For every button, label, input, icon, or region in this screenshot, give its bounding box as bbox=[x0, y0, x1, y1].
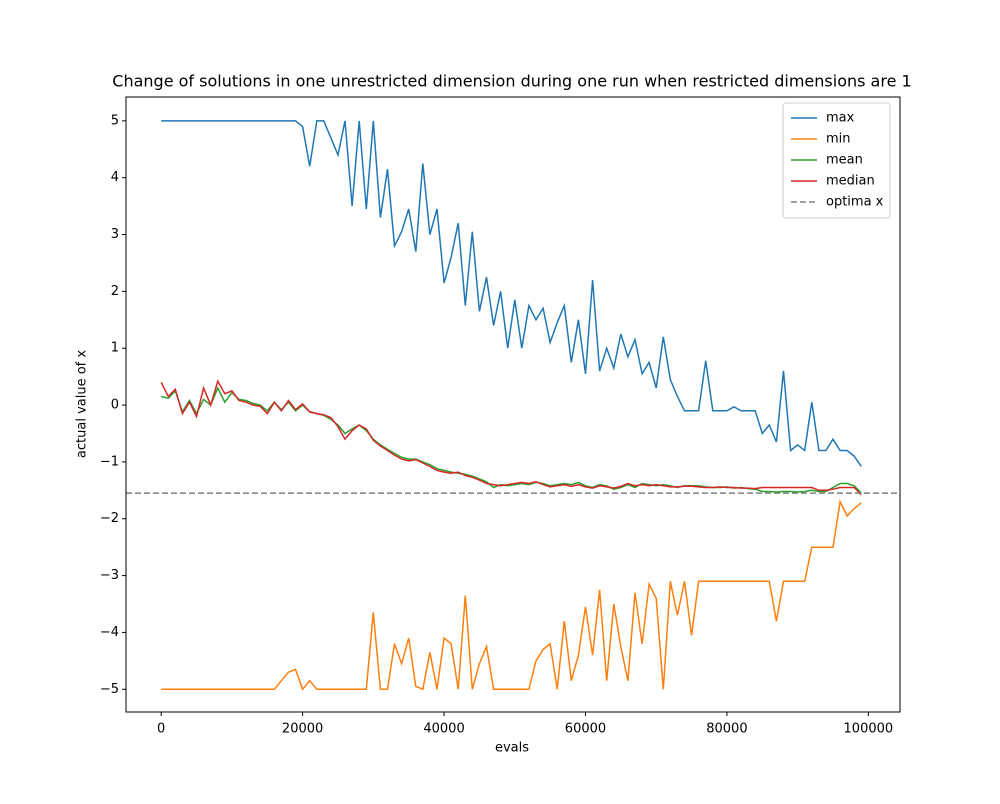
plot-frame bbox=[125, 96, 901, 713]
y-tick-label: 2 bbox=[111, 284, 119, 299]
y-tick-label: 1 bbox=[111, 341, 119, 356]
y-tick-label: −4 bbox=[100, 625, 119, 640]
legend-label: min bbox=[826, 132, 851, 147]
y-tick-label: −3 bbox=[100, 568, 119, 583]
x-tick-label: 20000 bbox=[282, 722, 323, 737]
x-tick-label: 100000 bbox=[844, 722, 894, 737]
chart-title: Change of solutions in one unrestricted … bbox=[112, 72, 911, 91]
legend-label: max bbox=[826, 111, 855, 126]
y-tick-label: 0 bbox=[111, 398, 119, 413]
data-line bbox=[161, 120, 862, 467]
x-tick-label: 80000 bbox=[706, 722, 747, 737]
x-tick-label: 40000 bbox=[423, 722, 464, 737]
legend-label: mean bbox=[826, 153, 863, 168]
y-tick-label: 5 bbox=[111, 113, 119, 128]
x-axis-label: evals bbox=[495, 741, 529, 756]
data-line bbox=[161, 499, 862, 691]
y-tick-label: −5 bbox=[100, 682, 119, 697]
y-axis-label: actual value of x bbox=[75, 350, 90, 458]
legend-label: median bbox=[826, 174, 875, 189]
data-line bbox=[161, 386, 862, 494]
y-tick-label: −1 bbox=[100, 454, 119, 469]
legend-box bbox=[782, 102, 891, 219]
data-line bbox=[160, 379, 862, 496]
y-tick-label: −2 bbox=[100, 511, 119, 526]
legend-label: optima x bbox=[826, 195, 884, 210]
y-tick-label: 3 bbox=[111, 227, 119, 242]
y-tick-label: 4 bbox=[111, 170, 119, 185]
x-tick-label: 0 bbox=[157, 722, 165, 737]
x-tick-label: 60000 bbox=[565, 722, 606, 737]
